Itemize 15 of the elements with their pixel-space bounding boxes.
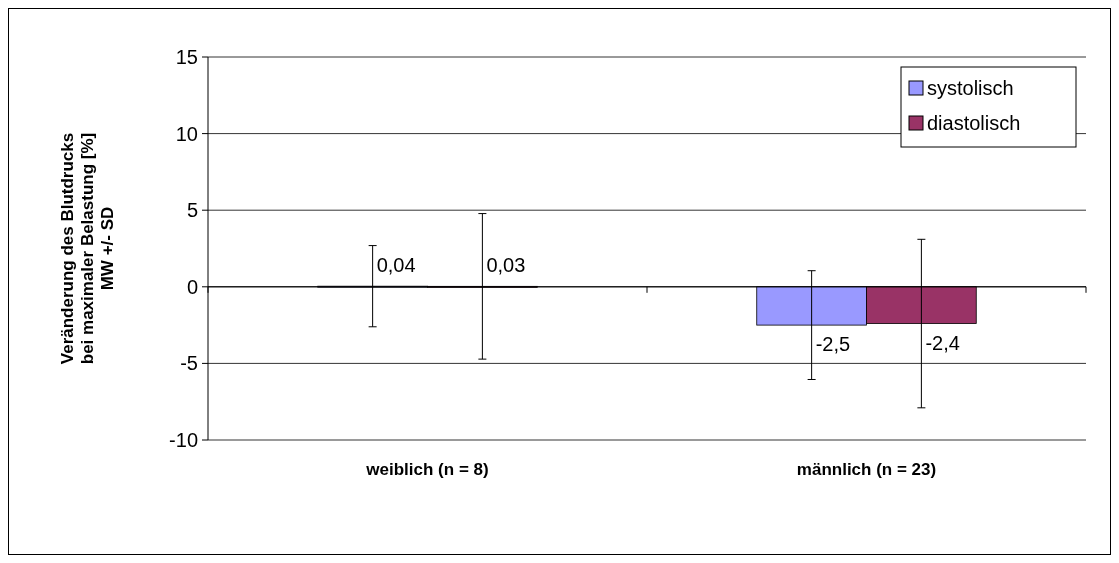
data-label: -2,4 — [925, 331, 960, 354]
data-label: -2,5 — [815, 333, 851, 356]
y-tick-label: -5 — [180, 352, 198, 375]
y-tick-label: 5 — [186, 199, 198, 222]
y-tick-label: 15 — [175, 46, 198, 68]
data-label: 0,04 — [376, 254, 416, 277]
legend-label: systolisch — [927, 77, 1014, 99]
y-tick-label: 10 — [175, 122, 198, 145]
x-tick-label: weiblich (n = 8) — [365, 460, 489, 479]
y-tick-label: 0 — [186, 275, 198, 298]
legend-label: diastolisch — [927, 112, 1021, 134]
data-label: 0,03 — [486, 254, 526, 277]
y-axis-title: Veränderung des Blutdrucks bei maximaler Belastung [%] MW +/- SD — [57, 132, 118, 365]
x-tick-label: männlich (n = 23) — [796, 460, 937, 479]
y-tick-label: -10 — [169, 429, 198, 451]
